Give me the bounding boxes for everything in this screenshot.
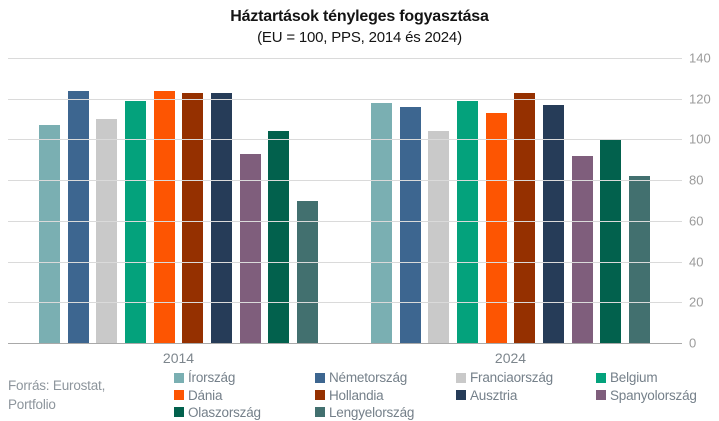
bar-2024-belgium <box>456 100 478 343</box>
y-axis-tick-label: 100 <box>689 131 711 147</box>
legend-label: Lengyelország <box>329 404 415 420</box>
legend-item-írország: Írország <box>174 370 315 385</box>
legend-label: Németország <box>329 370 408 386</box>
source-note: Forrás: Eurostat, Portfolio <box>8 376 105 414</box>
legend-item-belgium: Belgium <box>596 370 719 385</box>
chart-title: Háztartások tényleges fogyasztása <box>230 8 489 25</box>
bar-2014-belgium <box>124 100 146 343</box>
legend-item-dánia: Dánia <box>174 388 315 403</box>
legend-swatch-icon <box>596 390 606 401</box>
bar-2014-olaszország <box>268 131 290 343</box>
x-axis-label-2014: 2014 <box>162 350 195 366</box>
legend-item-hollandia: Hollandia <box>315 388 456 403</box>
bar-2014-franciaország <box>96 119 118 343</box>
gridline <box>8 58 682 59</box>
legend-swatch-icon <box>174 407 184 418</box>
source-line-1: Forrás: Eurostat, <box>8 378 106 393</box>
legend-swatch-icon <box>174 372 184 383</box>
legend-swatch-icon <box>456 372 466 383</box>
bar-2024-dánia <box>485 113 507 343</box>
bar-group-2014: 2014 <box>39 58 318 366</box>
legend-swatch-icon <box>456 390 466 401</box>
legend-item-olaszország: Olaszország <box>174 405 315 420</box>
bar-2024-franciaország <box>428 131 450 343</box>
legend-label: Olaszország <box>188 404 261 420</box>
gridline <box>8 98 682 100</box>
bar-2024-lengyelország <box>628 176 650 343</box>
gridline <box>8 180 682 182</box>
legend-label: Írország <box>188 370 236 386</box>
bar-2014-németország <box>67 90 89 343</box>
y-axis-tick-label: 0 <box>689 335 697 351</box>
bar-2024-írország <box>371 102 392 343</box>
y-axis-tick-label: 40 <box>689 254 704 270</box>
y-axis-tick-label: 60 <box>689 213 704 229</box>
bar-2024-hollandia <box>514 92 536 343</box>
bar-2014-dánia <box>153 90 175 343</box>
legend-label: Franciaország <box>470 370 553 386</box>
y-axis: 0 20 40 60 80 100 120 140 <box>689 51 719 351</box>
bar-2024-németország <box>399 106 421 343</box>
legend-item-ausztria: Ausztria <box>456 388 596 403</box>
legend-item-franciaország: Franciaország <box>456 370 596 385</box>
gridline <box>8 220 682 222</box>
legend: Írország Németország Franciaország Belgium D… <box>174 369 719 421</box>
gridline <box>8 261 682 263</box>
y-axis-tick-label: 20 <box>689 294 704 310</box>
legend-label: Dánia <box>188 387 223 403</box>
legend-swatch-icon <box>315 407 325 418</box>
gridline <box>8 302 682 304</box>
legend-label: Spanyolország <box>610 387 697 403</box>
legend-swatch-icon <box>596 372 606 383</box>
bar-2014-ausztria <box>210 92 232 343</box>
bar-2014-spanyolország <box>239 153 261 343</box>
chart-subtitle: (EU = 100, PPS, 2014 és 2024) <box>257 29 462 46</box>
bar-2014-írország <box>39 125 60 343</box>
x-axis-label-2024: 2024 <box>494 350 527 366</box>
legend-swatch-icon <box>315 372 325 383</box>
legend-swatch-icon <box>174 390 184 401</box>
plot-area: 2014 2024 <box>8 58 682 366</box>
bar-group-2024: 2024 <box>371 58 650 366</box>
y-axis-tick-label: 80 <box>689 172 704 188</box>
bar-2014-hollandia <box>182 92 204 343</box>
legend-item-spanyolország: Spanyolország <box>596 388 719 403</box>
legend-swatch-icon <box>315 390 325 401</box>
legend-item-lengyelország: Lengyelország <box>315 405 456 420</box>
x-axis-baseline <box>8 343 682 344</box>
legend-label: Hollandia <box>329 387 384 403</box>
bar-2024-ausztria <box>542 104 564 343</box>
legend-item-németország: Németország <box>315 370 456 385</box>
bars-2014 <box>39 58 318 343</box>
bar-2024-olaszország <box>600 139 622 343</box>
legend-label: Ausztria <box>470 387 518 403</box>
legend-label: Belgium <box>610 370 658 386</box>
y-axis-tick-label: 140 <box>689 50 711 66</box>
gridline <box>8 139 682 141</box>
bars-2024 <box>371 58 650 343</box>
y-axis-tick-label: 120 <box>689 91 711 107</box>
bar-2024-spanyolország <box>571 155 593 343</box>
source-line-2: Portfolio <box>8 397 56 412</box>
bar-2014-lengyelország <box>296 200 318 343</box>
